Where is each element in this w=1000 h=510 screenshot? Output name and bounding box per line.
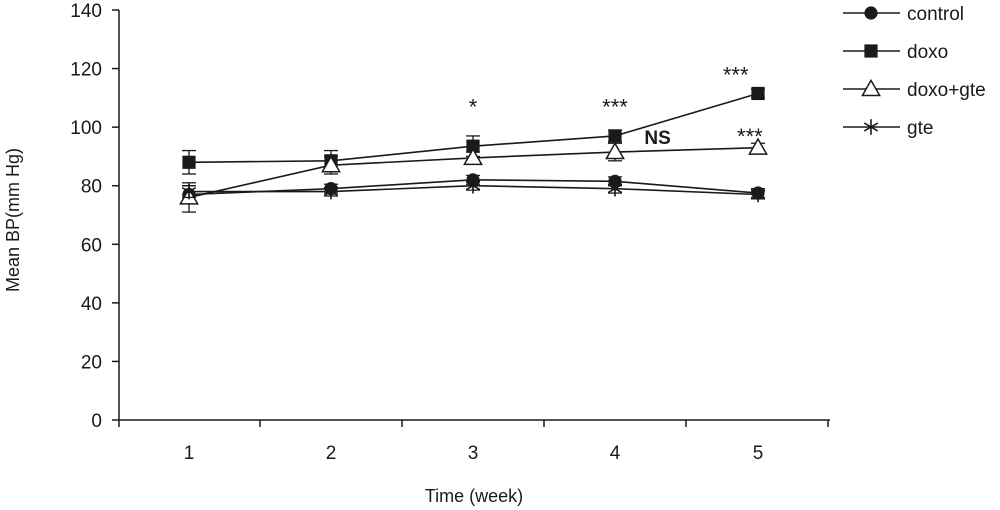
y-ticks: 0 20 40 60 80 100 120 140 [70, 1, 119, 432]
significance-annotation: NS [644, 128, 670, 149]
data-point [323, 183, 339, 200]
x-tick-label: 5 [753, 443, 764, 464]
data-point [321, 155, 341, 173]
y-tick-label: 100 [70, 118, 102, 139]
legend-marker [861, 78, 881, 97]
legend-label: gte [907, 118, 933, 139]
data-point [465, 177, 481, 194]
significance-annotation: *** [602, 95, 628, 120]
x-tick-label: 1 [184, 443, 195, 464]
x-tick-label: 4 [610, 443, 621, 464]
data-point [181, 183, 197, 200]
legend-marker [863, 119, 879, 135]
legend-marker [864, 44, 878, 58]
data-point [748, 137, 768, 155]
x-tick-label: 3 [468, 443, 479, 464]
significance-annotation: * [469, 95, 478, 120]
y-tick-label: 60 [81, 235, 102, 256]
y-tick-label: 20 [81, 352, 102, 373]
x-axis-title: Time (week) [425, 486, 523, 506]
legend-item: doxo [843, 42, 948, 63]
y-tick-label: 0 [91, 411, 102, 432]
significance-annotation: *** [723, 62, 749, 87]
data-point [607, 180, 623, 197]
legend-item: gte [843, 118, 933, 139]
legend-item: doxo+gte [843, 78, 986, 101]
y-tick-label: 140 [70, 1, 102, 22]
series-gte [181, 177, 766, 203]
legend-marker [864, 6, 878, 20]
data-point [463, 147, 483, 166]
y-axis-title: Mean BP(mm Hg) [3, 148, 23, 292]
legend: control doxo doxo+gte gte [843, 4, 986, 139]
data-point [605, 141, 625, 160]
series-doxo-gte [179, 137, 768, 213]
legend-label: doxo [907, 42, 948, 63]
data-point [466, 139, 480, 153]
annotation-layer: * ***NS****** [469, 62, 763, 149]
axes [118, 10, 830, 421]
legend-label: control [907, 4, 964, 25]
legend-item: control [843, 4, 964, 25]
series-layer [179, 86, 768, 213]
y-tick-label: 40 [81, 294, 102, 315]
significance-annotation: *** [737, 124, 763, 149]
data-point [750, 186, 766, 203]
data-point [182, 155, 196, 169]
x-tick-label: 2 [326, 443, 337, 464]
y-tick-label: 80 [81, 177, 102, 198]
x-ticks: 1 2 3 4 5 [118, 420, 829, 464]
data-point [751, 86, 765, 101]
legend-label: doxo+gte [907, 80, 986, 101]
y-tick-label: 120 [70, 60, 102, 81]
data-point [608, 129, 622, 143]
